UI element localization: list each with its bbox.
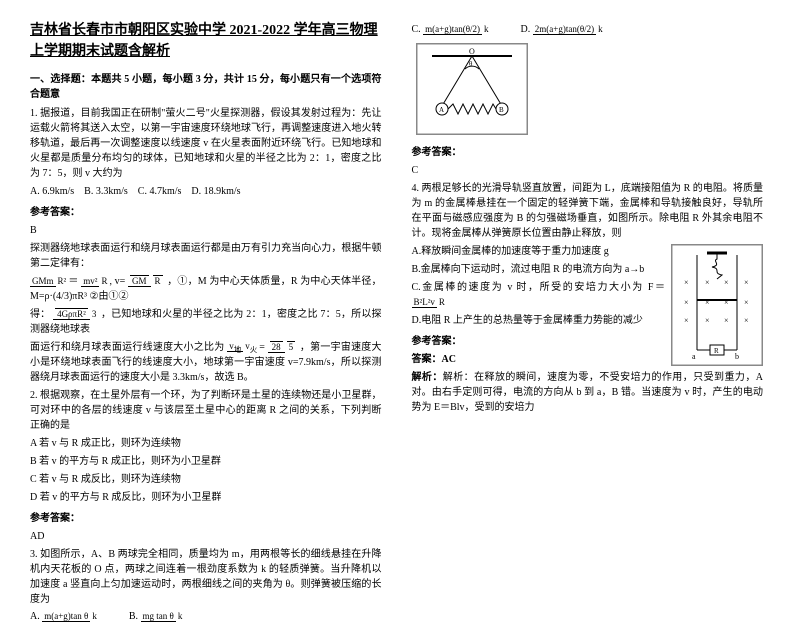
q2-optC: C 若 v 与 R 成反比，则环为连续物 <box>30 472 382 487</box>
q4-stem: 4. 两根足够长的光滑导轨竖直放置，间距为 L，底端接阻值为 R 的电阻。将质量… <box>412 181 764 241</box>
svg-text:a: a <box>692 352 696 361</box>
svg-text:×: × <box>724 278 729 287</box>
svg-text:×: × <box>705 298 710 307</box>
q1-ans-label: 参考答案： <box>30 205 382 220</box>
right-column: C. m(a+g)tan(θ/2)k D. 2m(a+g)tan(θ/2)k O… <box>412 20 764 626</box>
q1-answer: B <box>30 223 382 238</box>
q1-exp5: 面运行和绕月球表面运行线速度大小之比为 v地v火= 285 ，第一宇宙速度大小是… <box>30 340 382 385</box>
q2-optA: A 若 v 与 R 成正比，则环为连续物 <box>30 436 382 451</box>
svg-text:b: b <box>735 352 739 361</box>
svg-text:×: × <box>724 316 729 325</box>
q3-row-cd: C. m(a+g)tan(θ/2)k D. 2m(a+g)tan(θ/2)k <box>412 24 764 35</box>
q2-optD: D 若 v 的平方与 R 成反比，则环为小卫星群 <box>30 490 382 505</box>
section1-head: 一、选择题：本题共 5 小题，每小题 3 分，共计 15 分，每小题只有一个选项… <box>30 72 382 102</box>
svg-text:×: × <box>744 316 749 325</box>
svg-text:A: A <box>439 106 444 114</box>
q1-formula1: GMmR²＝ mv²R, v= GMR ，①，M 为中心天体质量，R 为中心天体… <box>30 274 382 304</box>
svg-text:×: × <box>724 298 729 307</box>
q4-diagram: × × × × × × × × × × × × a R b <box>671 244 763 366</box>
q1-stem: 1. 据报道，目前我国正在研制"萤火二号"火星探测器，假设其发射过程为：先让运载… <box>30 106 382 181</box>
svg-text:×: × <box>744 298 749 307</box>
q2-stem: 2. 根据观察，在土星外层有一个环，为了判断环是土星的连续物还是小卫星群，可对环… <box>30 388 382 433</box>
q3-optC: C. m(a+g)tan(θ/2)k <box>412 24 491 35</box>
q4-explain: 解析：解析：在释放的瞬间，速度为零，不受安培力的作用，只受到重力，A 对。由右手… <box>412 370 764 415</box>
svg-text:×: × <box>684 278 689 287</box>
svg-text:×: × <box>684 298 689 307</box>
q1-exp1: 探测器绕地球表面运行和绕月球表面运行都是由万有引力充当向心力，根据牛顿第二定律有… <box>30 241 382 271</box>
q2-answer: AD <box>30 529 382 544</box>
exam-title: 吉林省长春市市朝阳区实验中学 2021-2022 学年高三物理上学期期末试题含解… <box>30 20 382 62</box>
q3-optD: D. 2m(a+g)tan(θ/2)k <box>521 24 605 35</box>
svg-text:×: × <box>705 316 710 325</box>
q3-optB: B. mg tan θk <box>129 611 184 622</box>
q2-ans-label: 参考答案： <box>30 511 382 526</box>
q3-answer: C <box>412 163 764 178</box>
q1-options: A. 6.9km/s B. 3.3km/s C. 4.7km/s D. 18.9… <box>30 184 382 199</box>
q1-formula2: 得： 4GρπR²3 ，已知地球和火星的半径之比为 2：1，密度之比 7：5，所… <box>30 307 382 337</box>
q2-optB: B 若 v 的平方与 R 成正比，则环为小卫星群 <box>30 454 382 469</box>
svg-text:O: O <box>469 47 475 56</box>
q3-ans-label: 参考答案： <box>412 145 764 160</box>
svg-text:×: × <box>684 316 689 325</box>
q3-optA: A. m(a+g)tan θk <box>30 611 99 622</box>
svg-text:R: R <box>714 347 719 355</box>
svg-text:×: × <box>744 278 749 287</box>
q3-diagram: O θ A B <box>416 43 528 135</box>
q3-row-ab: A. m(a+g)tan θk B. mg tan θk <box>30 611 382 622</box>
q3-stem: 3. 如图所示，A、B 两球完全相同，质量均为 m，用两根等长的细线悬挂在升降机… <box>30 547 382 607</box>
svg-text:×: × <box>705 278 710 287</box>
svg-text:B: B <box>499 106 504 114</box>
left-column: 吉林省长春市市朝阳区实验中学 2021-2022 学年高三物理上学期期末试题含解… <box>30 20 382 626</box>
